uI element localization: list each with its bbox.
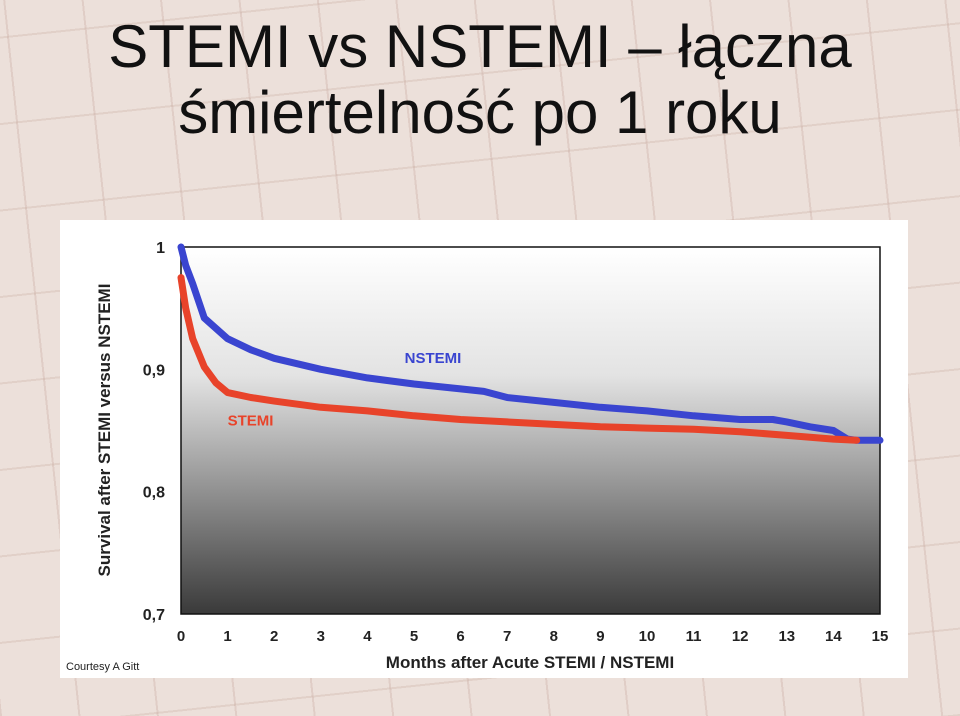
x-tick-label: 7 bbox=[503, 628, 511, 645]
y-axis-title: Survival after STEMI versus NSTEMI bbox=[95, 284, 114, 577]
y-tick-label: 1 bbox=[156, 240, 165, 257]
slide-title-line-1: STEMI vs NSTEMI – łączna bbox=[108, 13, 852, 80]
survival-chart: 0,70,80,91 0 1 2 3 4 5 6 7 8 9 10 11 12 13 14 15 NSTEMI… bbox=[66, 240, 889, 673]
series-label-stemi: STEMI bbox=[228, 413, 274, 430]
x-tick-label: 0 bbox=[177, 628, 185, 645]
y-tick-label: 0,8 bbox=[143, 485, 165, 502]
plot-area bbox=[180, 246, 881, 615]
series-labels: NSTEMI STEMI bbox=[228, 350, 462, 429]
x-tick-label: 4 bbox=[363, 628, 372, 645]
series-line-nstemi bbox=[177, 243, 884, 444]
slide-title-line-2: śmiertelność po 1 roku bbox=[178, 79, 782, 146]
x-tick-label: 9 bbox=[596, 628, 604, 645]
x-tick-label: 3 bbox=[317, 628, 325, 645]
x-axis-title: Months after Acute STEMI / NSTEMI bbox=[386, 653, 674, 672]
x-tick-label: 12 bbox=[732, 628, 749, 645]
x-tick-label: 5 bbox=[410, 628, 418, 645]
x-tick-label: 8 bbox=[550, 628, 558, 645]
y-tick-label: 0,9 bbox=[143, 362, 165, 379]
x-tick-label: 10 bbox=[639, 628, 656, 645]
series-lines bbox=[177, 243, 884, 444]
x-tick-label: 14 bbox=[825, 628, 842, 645]
series-line-stemi bbox=[177, 274, 861, 444]
series-label-nstemi: NSTEMI bbox=[405, 350, 462, 367]
x-tick-label: 15 bbox=[872, 628, 889, 645]
slide-title: STEMI vs NSTEMI – łączna śmiertelność po… bbox=[0, 14, 960, 146]
x-tick-label: 13 bbox=[778, 628, 795, 645]
y-tick-label: 0,7 bbox=[143, 607, 165, 624]
x-tick-label: 2 bbox=[270, 628, 278, 645]
y-axis-ticks: 0,7 0,8 0,9 1 bbox=[143, 240, 165, 624]
x-tick-label: 6 bbox=[456, 628, 464, 645]
chart-credit: Courtesy A Gitt bbox=[66, 661, 139, 673]
x-axis-ticks: 0 1 2 3 4 5 6 7 8 9 10 11 12 13 14 15 bbox=[177, 628, 889, 645]
chart-panel: 0,7 0,8 0,9 1 0 1 2 3 4 5 6 7 8 9 10 11 12 13 14 15 NSTEMI… bbox=[60, 220, 908, 678]
x-tick-label: 11 bbox=[686, 628, 702, 645]
x-tick-label: 1 bbox=[223, 628, 231, 645]
